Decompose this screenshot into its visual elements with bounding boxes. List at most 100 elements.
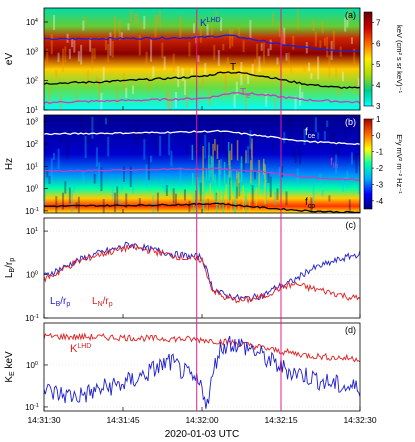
series-group xyxy=(44,129,360,213)
colorbar-tick-label: 6 xyxy=(376,39,381,48)
texture-mark xyxy=(335,64,338,79)
texture-mark xyxy=(314,117,317,133)
y-tick-label: 102 xyxy=(26,140,38,149)
texture-mark xyxy=(294,151,297,164)
texture-mark xyxy=(129,9,132,26)
texture-mark xyxy=(86,134,89,144)
texture-mark xyxy=(44,188,46,206)
texture-mark xyxy=(260,172,263,190)
texture-mark xyxy=(256,125,259,137)
series-f-ce xyxy=(44,129,360,146)
texture-mark xyxy=(91,48,94,70)
texture-mark xyxy=(308,62,311,72)
texture-mark xyxy=(341,71,344,82)
texture-mark xyxy=(283,27,286,45)
colorbar-tick-label: 7 xyxy=(376,18,381,27)
texture-mark xyxy=(253,59,256,76)
y-tick-label: 100 xyxy=(26,361,38,370)
texture-mark xyxy=(134,128,137,146)
texture-mark xyxy=(138,35,141,56)
texture-mark xyxy=(161,42,164,59)
texture-mark xyxy=(247,146,250,164)
texture-mark xyxy=(107,136,110,157)
annotation: Te xyxy=(240,87,250,100)
y-axis-label: Hz xyxy=(4,158,15,170)
texture-mark xyxy=(127,122,130,136)
texture-mark xyxy=(226,147,229,164)
texture-mark xyxy=(116,88,119,105)
texture-mark xyxy=(350,37,353,44)
y-tick-label: 100 xyxy=(26,271,38,280)
texture-mark xyxy=(183,79,186,95)
texture-mark xyxy=(267,172,270,183)
burst-mark xyxy=(238,171,240,210)
texture-mark xyxy=(57,148,60,169)
x-tick-label: 14:31:45 xyxy=(106,415,139,425)
y-axis-label: eV xyxy=(4,53,15,66)
y-tick-label: 10-1 xyxy=(25,314,39,323)
texture-mark xyxy=(147,157,150,180)
texture-mark xyxy=(314,31,317,47)
texture-mark xyxy=(174,193,177,205)
texture-mark xyxy=(328,195,331,202)
series-ln-rp xyxy=(44,244,360,305)
panel-label: (b) xyxy=(345,117,356,127)
texture-mark xyxy=(98,78,101,100)
colorbar xyxy=(363,11,373,107)
texture-mark xyxy=(335,154,338,174)
texture-mark xyxy=(147,77,150,92)
burst-mark xyxy=(211,157,214,184)
texture-mark xyxy=(220,159,223,175)
texture-mark xyxy=(181,121,184,132)
texture-mark xyxy=(91,116,94,139)
panel-c: 10-1 100 101 LB/rp (c) LB/rp LN/rp xyxy=(4,217,361,323)
texture-mark xyxy=(48,175,51,185)
texture-mark xyxy=(129,166,132,188)
texture-mark xyxy=(68,187,71,204)
texture-mark xyxy=(217,133,220,153)
burst-mark xyxy=(202,146,204,180)
series-group xyxy=(44,332,360,409)
texture-mark xyxy=(299,85,302,106)
texture-mark xyxy=(206,24,209,37)
texture-mark xyxy=(44,59,46,68)
texture-mark xyxy=(249,20,252,39)
texture-mark xyxy=(220,17,223,31)
texture-mark xyxy=(330,128,333,143)
burst-mark xyxy=(234,192,237,213)
texture-mark xyxy=(82,171,85,181)
texture-mark xyxy=(163,56,166,71)
texture-mark xyxy=(93,173,96,184)
texture-mark xyxy=(123,166,125,182)
panel-d: 10-1 100 KE keV (d) KLHD xyxy=(4,322,361,412)
texture-mark xyxy=(55,196,58,213)
texture-mark xyxy=(84,135,87,159)
burst-mark xyxy=(228,153,231,178)
texture-mark xyxy=(59,135,62,146)
texture-mark xyxy=(66,137,69,160)
texture-mark xyxy=(89,116,92,129)
burst-mark xyxy=(202,173,204,192)
series-k-lhd xyxy=(44,332,360,363)
panel-b: -4 -3 -2 -1 0 1 E²y mV² m⁻² Hz⁻¹ 10-1 100 101 102 1… xyxy=(4,114,404,216)
burst-mark xyxy=(223,161,226,184)
texture-mark xyxy=(265,92,268,107)
texture-mark xyxy=(132,185,135,193)
texture-mark xyxy=(143,139,146,160)
texture-mark xyxy=(145,164,148,188)
burst-mark xyxy=(205,167,208,181)
annotation: T xyxy=(230,62,236,73)
burst-mark xyxy=(191,144,194,161)
texture-mark xyxy=(357,186,360,194)
texture-mark xyxy=(224,173,227,180)
texture-mark xyxy=(271,12,274,26)
burst-mark xyxy=(208,142,210,181)
texture-mark xyxy=(353,154,356,161)
colorbar-tick-label: 0 xyxy=(376,131,381,140)
texture-mark xyxy=(170,96,173,110)
y-tick-label: 103 xyxy=(26,118,38,127)
texture-mark xyxy=(222,43,225,51)
colorbar-tick-label: 1 xyxy=(376,115,381,124)
texture-mark xyxy=(326,120,329,127)
texture-mark xyxy=(53,15,56,31)
